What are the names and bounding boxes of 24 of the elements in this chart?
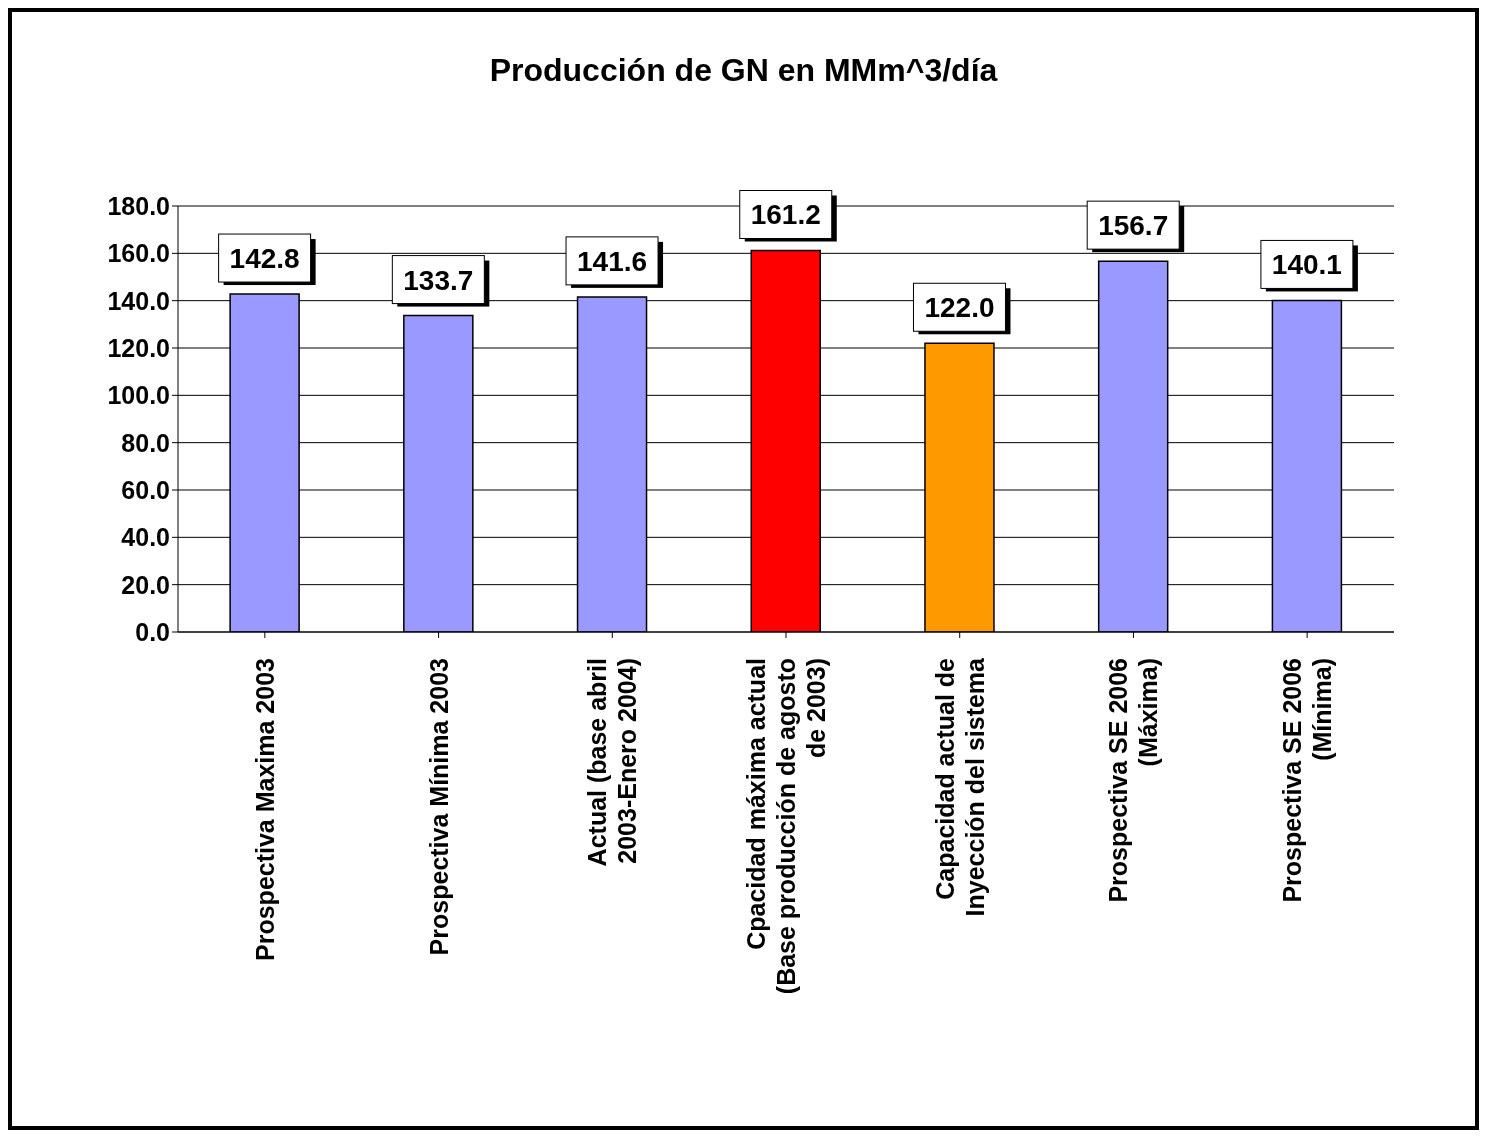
y-tick-label: 40.0 xyxy=(121,523,170,552)
x-tick-label: Actual (base abril 2003-Enero 2004) xyxy=(583,658,642,867)
data-label: 140.1 xyxy=(1271,249,1342,281)
x-tick-label: Prospectiva Maxima 2003 xyxy=(250,658,279,961)
y-tick-label: 80.0 xyxy=(121,428,170,457)
data-label: 133.7 xyxy=(403,264,474,296)
x-tick-label: Cpacidad máxima actual (Base producción de agosto de 2003) xyxy=(742,658,830,995)
y-tick-label: 100.0 xyxy=(107,381,170,410)
data-label: 161.2 xyxy=(750,199,821,231)
data-label: 122.0 xyxy=(924,292,995,324)
data-label: 156.7 xyxy=(1098,210,1169,242)
y-tick-label: 0.0 xyxy=(135,617,170,646)
x-tick-label: Prospectiva Mínima 2003 xyxy=(424,658,453,956)
y-tick-label: 20.0 xyxy=(121,570,170,599)
x-tick-label: Prospectiva SE 2006 (Máxima) xyxy=(1104,658,1163,903)
y-tick-label: 60.0 xyxy=(121,475,170,504)
chart-title: Producción de GN en MMm^3/día xyxy=(488,52,999,89)
y-tick-label: 160.0 xyxy=(107,239,170,268)
y-tick-label: 140.0 xyxy=(107,286,170,315)
y-tick-label: 180.0 xyxy=(107,191,170,220)
data-label: 141.6 xyxy=(577,245,648,277)
data-label: 142.8 xyxy=(229,243,300,275)
x-tick-label: Prospectiva SE 2006 (Mínima) xyxy=(1278,658,1337,903)
y-tick-label: 120.0 xyxy=(107,333,170,362)
